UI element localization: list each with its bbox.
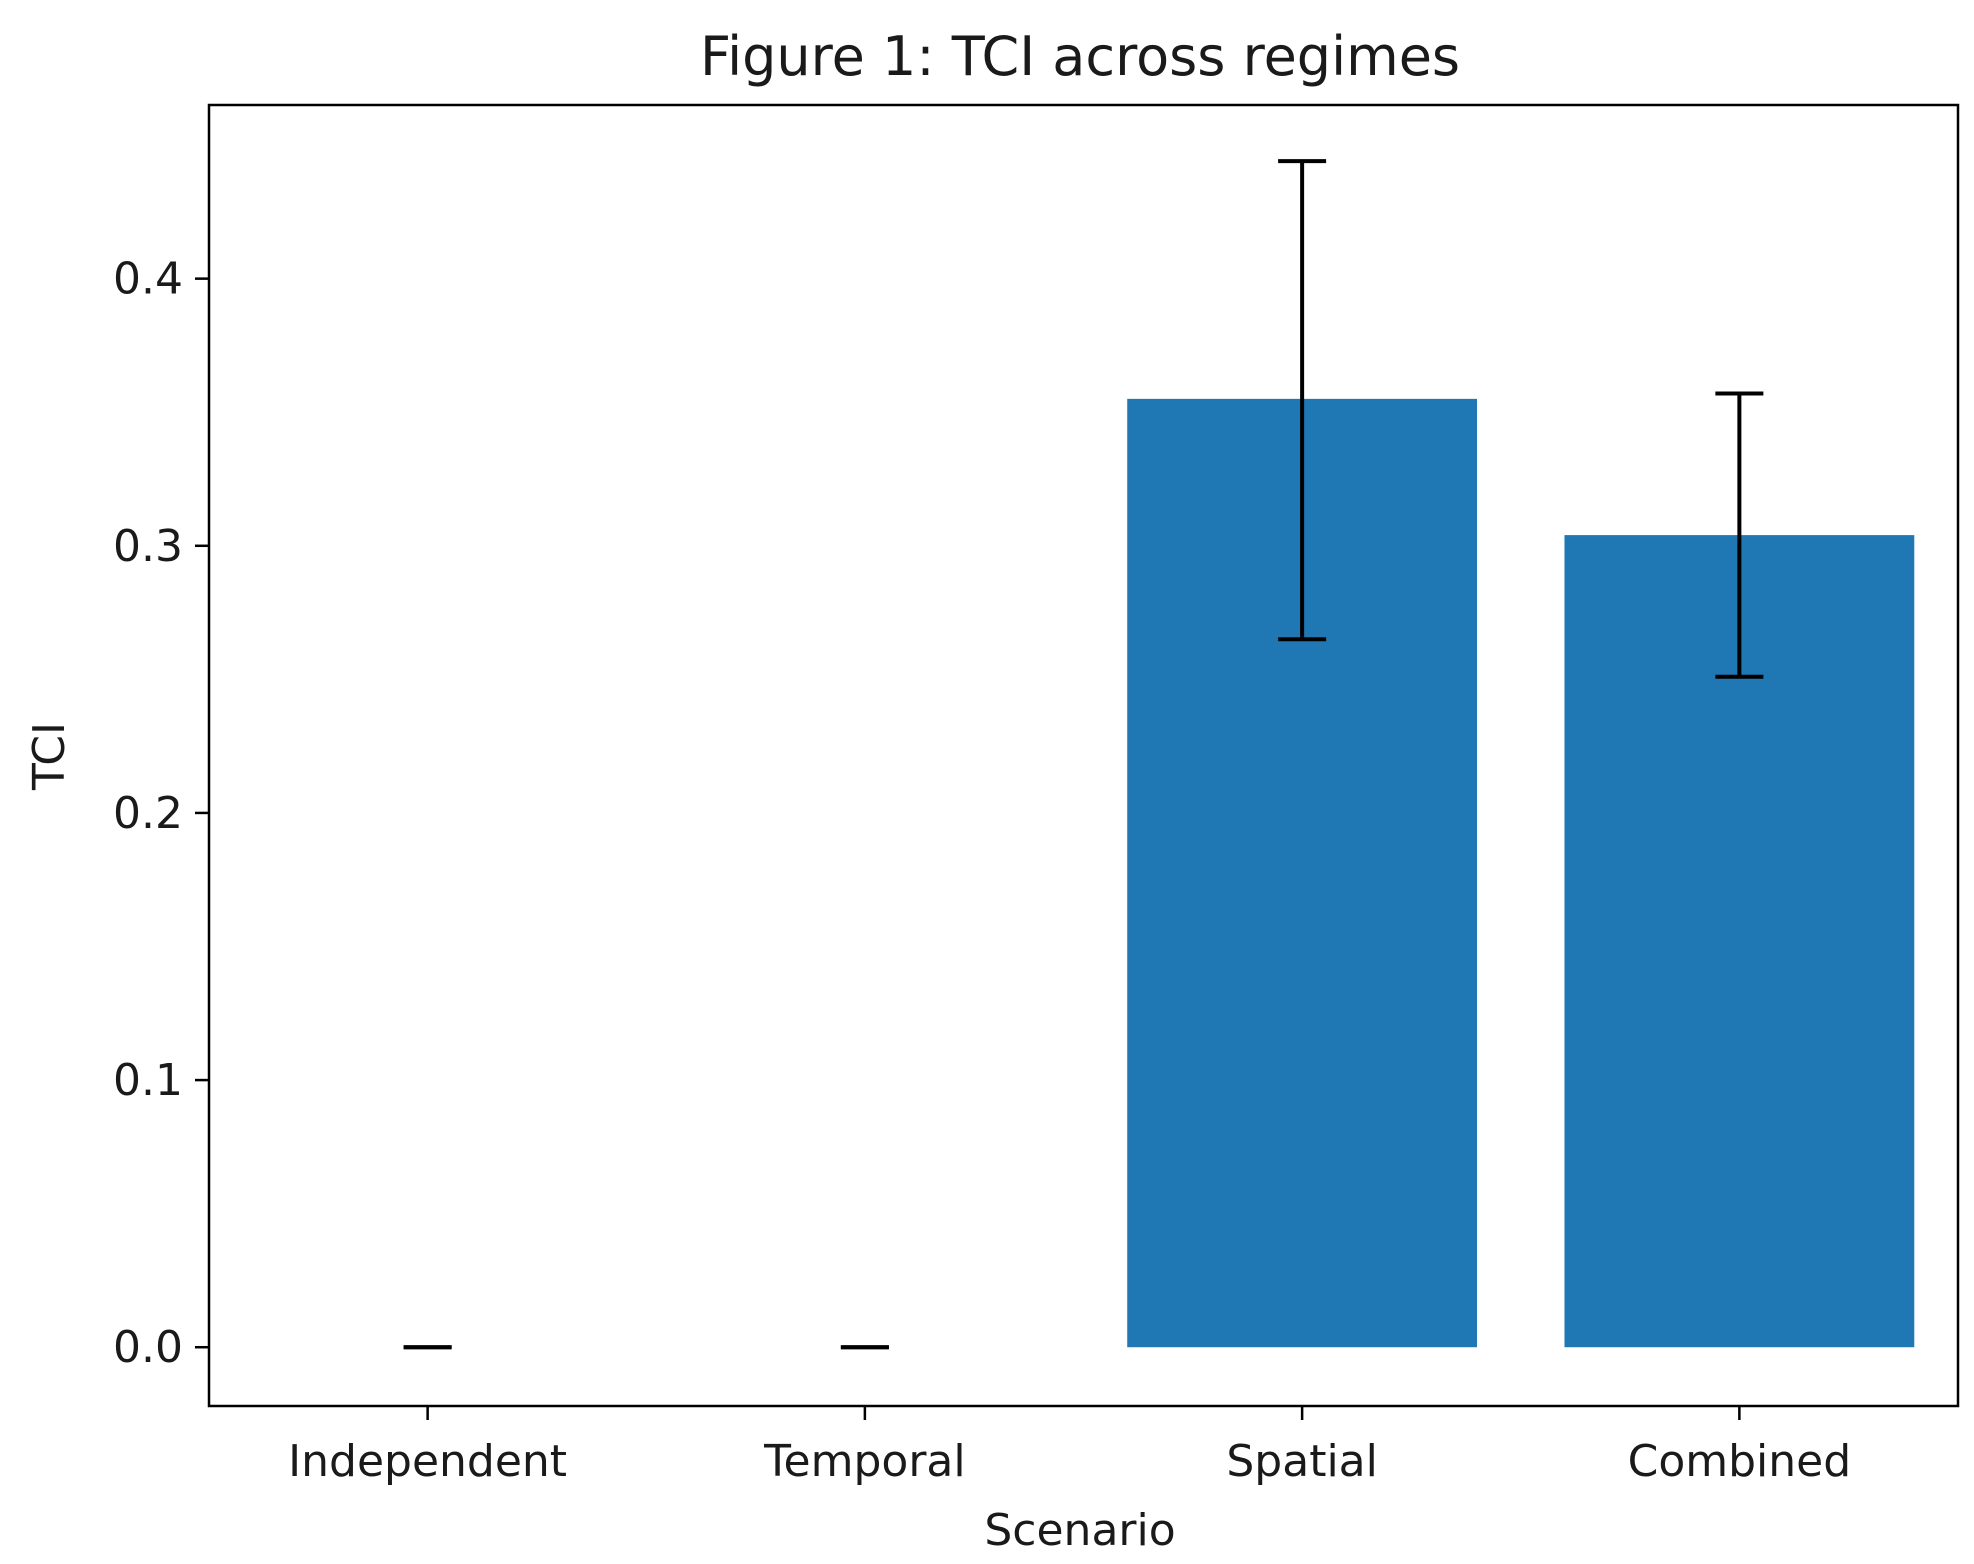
x-tick-label-spatial: Spatial [1226, 1436, 1378, 1487]
error-bars-group [403, 159, 1764, 1350]
y-tick-label: 0.4 [113, 254, 183, 305]
x-axis: Independent Temporal Spatial Combined [288, 1406, 1851, 1487]
x-axis-label: Scenario [984, 1505, 1175, 1556]
plot-frame [207, 103, 1960, 1408]
bars-group [1127, 398, 1915, 1348]
y-tick-label: 0.2 [113, 788, 183, 839]
y-tick-label: 0.1 [113, 1055, 183, 1106]
x-tick-label-temporal: Temporal [763, 1436, 965, 1487]
y-axis: 0.0 0.1 0.2 0.3 0.4 [113, 254, 209, 1373]
y-tick-label: 0.0 [113, 1322, 183, 1373]
y-axis-label: TCI [24, 722, 75, 791]
x-tick-label-combined: Combined [1628, 1436, 1852, 1487]
y-tick-label: 0.3 [113, 521, 183, 572]
x-tick-label-independent: Independent [288, 1436, 567, 1487]
chart-title: Figure 1: TCI across regimes [700, 25, 1460, 88]
